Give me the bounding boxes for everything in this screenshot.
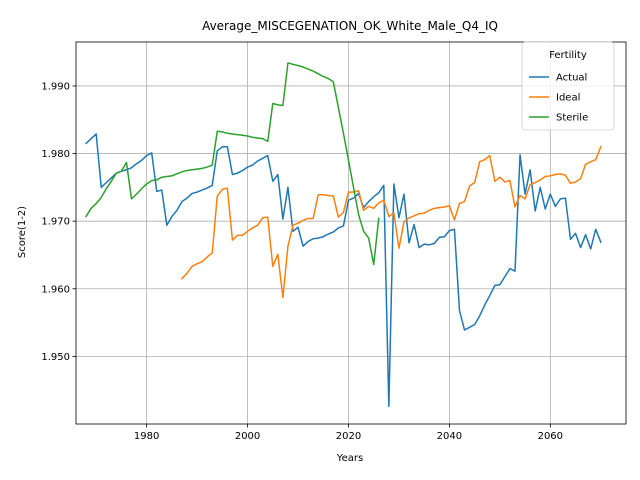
x-tick-label: 2000	[235, 431, 260, 442]
legend-label-ideal: Ideal	[556, 93, 580, 104]
y-tick-label: 1.970	[41, 217, 70, 228]
y-tick-label: 1.980	[41, 149, 70, 160]
y-tick-label: 1.950	[41, 352, 70, 363]
legend-items: Actual Ideal Sterile	[529, 73, 588, 124]
x-tick-label: 1980	[134, 431, 159, 442]
x-axis: 1980 2000 2020 2040 2060	[134, 424, 563, 442]
y-axis: 1.950 1.960 1.970 1.980 1.990	[41, 81, 76, 363]
chart-title: Average_MISCEGENATION_OK_White_Male_Q4_I…	[202, 19, 498, 33]
series-line-actual	[85, 133, 602, 408]
legend-label-sterile: Sterile	[556, 113, 588, 124]
y-tick-label: 1.960	[41, 284, 70, 295]
legend-box	[521, 41, 615, 131]
x-tick-label: 2020	[336, 431, 361, 442]
y-axis-label: Score(1-2)	[17, 206, 28, 258]
x-tick-label: 2060	[538, 431, 563, 442]
y-tick-label: 1.990	[41, 81, 70, 92]
legend-title: Fertility	[549, 50, 587, 61]
legend: Fertility Actual Ideal Sterile	[521, 41, 615, 131]
plot-frame	[75, 41, 627, 425]
x-tick-label: 2040	[437, 431, 462, 442]
series-line-sterile	[85, 62, 380, 266]
series-layer	[85, 62, 602, 408]
legend-label-actual: Actual	[556, 73, 587, 84]
x-axis-label: Years	[336, 453, 363, 464]
series-line-ideal	[180, 145, 602, 299]
